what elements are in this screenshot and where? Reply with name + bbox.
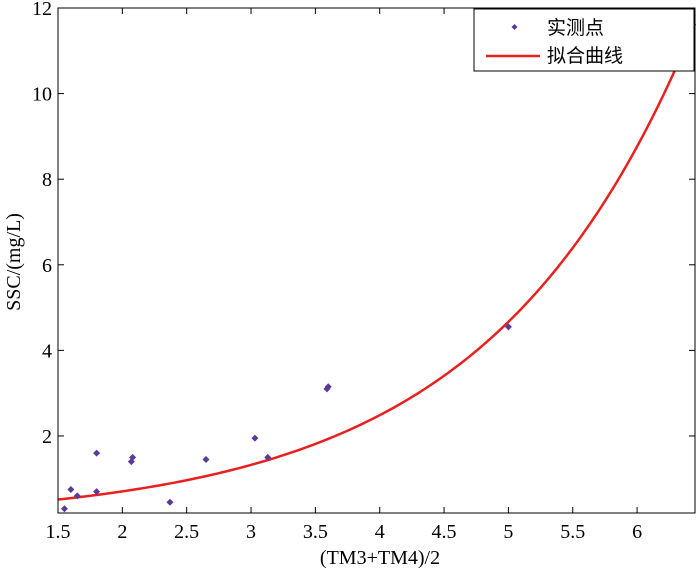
legend-label-points: 实测点: [547, 17, 604, 39]
x-tick-label: 6: [632, 521, 642, 543]
y-tick-label: 2: [42, 426, 52, 448]
x-axis: 1.5 2 2.5 3 3.5 4 4.5 5 5.5 6: [46, 8, 642, 543]
y-tick-label: 10: [32, 84, 52, 106]
x-tick-label: 3.5: [303, 521, 328, 543]
x-tick-label: 3: [246, 521, 256, 543]
plot-frame: [57, 7, 696, 514]
y-tick-label: 4: [42, 340, 52, 362]
x-tick-label: 5.5: [560, 521, 585, 543]
x-axis-title: (TM3+TM4)/2: [320, 547, 440, 569]
data-point: [202, 456, 210, 464]
y-tick-label: 6: [42, 255, 52, 277]
y-axis: 2 4 6 8 10 12: [32, 0, 695, 448]
data-point: [60, 505, 68, 513]
data-point: [166, 498, 174, 506]
legend-box: [473, 8, 695, 72]
y-tick-label: 12: [32, 0, 52, 20]
legend-marker-points: [511, 24, 518, 30]
legend: 实测点 拟合曲线: [473, 8, 695, 72]
x-tick-label: 2.5: [174, 521, 199, 543]
x-tick-label: 4.5: [432, 521, 457, 543]
x-tick-label: 2: [117, 521, 127, 543]
data-point: [93, 488, 101, 496]
data-point: [264, 453, 272, 461]
x-tick-label: 5: [503, 521, 513, 543]
data-point: [93, 449, 101, 457]
y-axis-title: SSC/(mg/L): [3, 213, 25, 311]
fit-curve: [57, 23, 697, 501]
data-point: [504, 323, 512, 331]
data-point: [251, 434, 259, 442]
y-tick-label: 8: [42, 169, 52, 191]
legend-label-curve: 拟合曲线: [547, 45, 623, 67]
data-point: [324, 383, 332, 391]
x-tick-label: 4: [375, 521, 385, 543]
data-point: [129, 453, 137, 461]
plot-area: [57, 15, 697, 513]
data-point: [67, 485, 75, 493]
x-tick-label: 1.5: [46, 521, 71, 543]
data-point: [73, 492, 81, 500]
